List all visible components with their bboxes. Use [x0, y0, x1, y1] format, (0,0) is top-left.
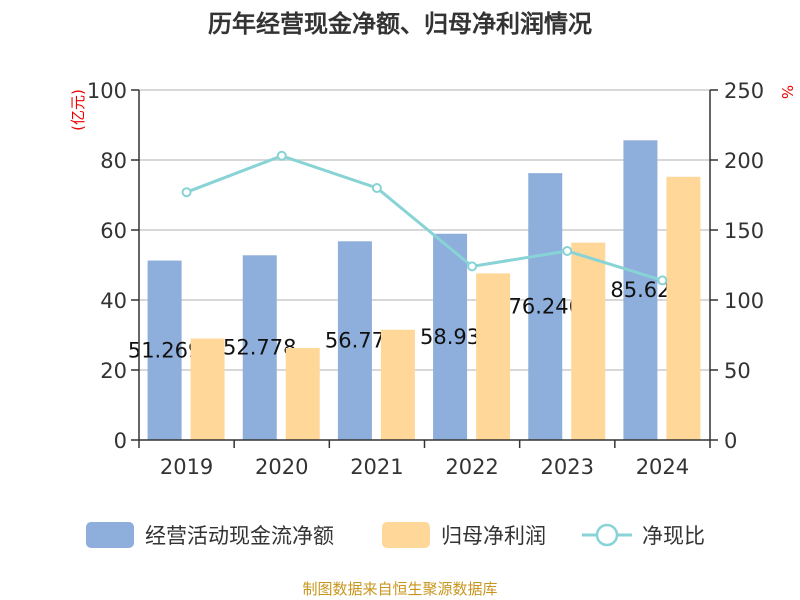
y-tick-label: 40: [100, 289, 127, 313]
x-tick-label: 2019: [160, 455, 213, 479]
x-tick-label: 2020: [255, 455, 308, 479]
line-cash-ratio: [186, 154, 663, 282]
chart-title: 历年经营现金净额、归母净利润情况: [208, 10, 592, 38]
y-tick-label: 100: [87, 79, 127, 103]
y2-tick-label: 100: [724, 289, 764, 313]
y2-tick-label: 200: [724, 149, 764, 173]
y-tick-label: 20: [100, 359, 127, 383]
bar-net-profit: [190, 338, 225, 440]
bar-cash-flow: [433, 233, 468, 440]
bar-cash-flow: [337, 241, 372, 440]
bar-net-profit: [571, 242, 606, 440]
y2-tick-label: 150: [724, 219, 764, 243]
data-label: 51.269: [128, 338, 201, 362]
bar-cash-flow: [147, 260, 182, 440]
y-axis-label: (亿元): [69, 89, 87, 131]
y-tick-label: 60: [100, 219, 127, 243]
legend-label: 经营活动现金流净额: [145, 524, 334, 548]
data-label: 56.77: [325, 329, 385, 353]
data-label: 58.93: [420, 325, 480, 349]
legend-label: 归母净利润: [441, 524, 546, 548]
bar-net-profit: [380, 329, 415, 440]
x-tick-label: 2022: [445, 455, 498, 479]
data-label: 76.246: [509, 295, 582, 319]
y2-tick-label: 50: [724, 359, 751, 383]
y-tick-label: 80: [100, 149, 127, 173]
data-label: 52.778: [223, 336, 296, 360]
bar-cash-flow: [623, 140, 658, 440]
legend-marker-cash-ratio: [595, 523, 619, 547]
x-tick-label: 2023: [541, 455, 594, 479]
line-point: [657, 275, 668, 286]
y2-axis-label: %: [778, 85, 796, 99]
line-point: [371, 183, 382, 193]
legend-swatch-net-profit: [382, 522, 430, 548]
line-point: [181, 187, 192, 198]
y2-tick-label: 250: [724, 79, 764, 103]
bar-net-profit: [666, 176, 701, 441]
line-point: [276, 150, 287, 161]
x-tick-label: 2024: [636, 455, 689, 479]
x-tick-label: 2021: [350, 455, 403, 479]
bar-net-profit: [285, 347, 320, 440]
line-point: [562, 246, 573, 256]
bar-cash-flow: [242, 255, 277, 440]
bar-cash-flow: [528, 173, 563, 440]
legend-label: 净现比: [642, 524, 705, 548]
y-tick-label: 0: [114, 429, 127, 453]
y2-tick-label: 0: [724, 429, 737, 453]
source-note: 制图数据来自恒生聚源数据库: [302, 580, 497, 598]
line-point: [467, 261, 478, 272]
bar-net-profit: [476, 273, 511, 440]
legend-swatch-cash-flow: [86, 522, 134, 548]
